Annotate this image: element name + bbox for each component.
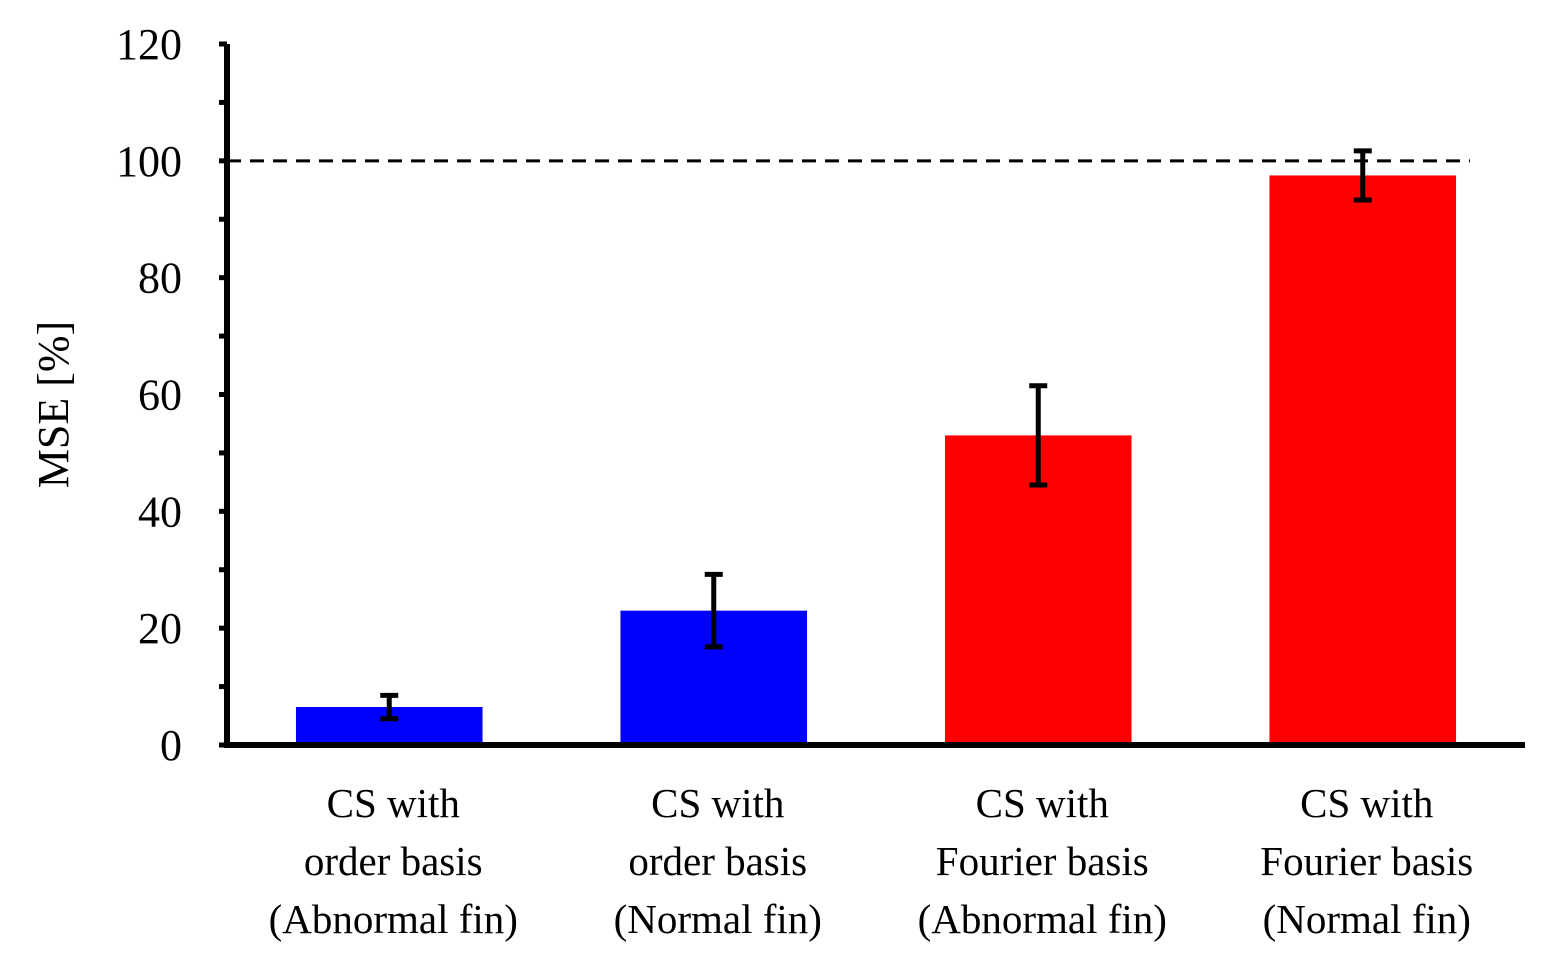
x-category-label-line: (Normal fin) bbox=[1263, 896, 1471, 942]
x-category-label-line: CS with bbox=[1300, 780, 1433, 826]
x-category-label-line: order basis bbox=[628, 838, 807, 884]
y-tick-label: 40 bbox=[138, 487, 182, 536]
x-category-label: CS with Fourier basis (Abnormal fin) bbox=[918, 780, 1167, 942]
y-tick-label: 80 bbox=[138, 254, 182, 303]
x-category-label-line: Fourier basis bbox=[1260, 838, 1473, 884]
x-category-label-line: order basis bbox=[304, 838, 483, 884]
error-bars-layer bbox=[380, 148, 1372, 722]
x-category-label-line: CS with bbox=[976, 780, 1109, 826]
y-tick-label: 0 bbox=[160, 721, 182, 770]
y-tick-label: 60 bbox=[138, 371, 182, 420]
y-tick-label: 100 bbox=[116, 137, 182, 186]
y-tick-label: 20 bbox=[138, 604, 182, 653]
y-axis-title: MSE [%] bbox=[29, 321, 78, 488]
x-category-label-line: CS with bbox=[327, 780, 460, 826]
axes-layer bbox=[219, 41, 1525, 748]
x-category-label-line: Fourier basis bbox=[936, 838, 1149, 884]
x-category-label-line: (Normal fin) bbox=[614, 896, 822, 942]
y-tick-label: 120 bbox=[116, 20, 182, 69]
bar bbox=[1269, 175, 1457, 745]
x-category-label: CS with order basis (Normal fin) bbox=[614, 780, 822, 942]
x-category-label: CS with Fourier basis (Normal fin) bbox=[1260, 780, 1473, 942]
x-category-label-line: CS with bbox=[651, 780, 784, 826]
x-category-label-line: (Abnormal fin) bbox=[269, 896, 518, 942]
x-category-labels: CS with order basis (Abnormal fin) CS with o… bbox=[269, 780, 1474, 942]
bars-layer bbox=[295, 175, 1457, 745]
x-category-label: CS with order basis (Abnormal fin) bbox=[269, 780, 518, 942]
y-tick-labels: 0 20 40 60 80 100 120 bbox=[116, 20, 182, 770]
x-category-label-line: (Abnormal fin) bbox=[918, 896, 1167, 942]
